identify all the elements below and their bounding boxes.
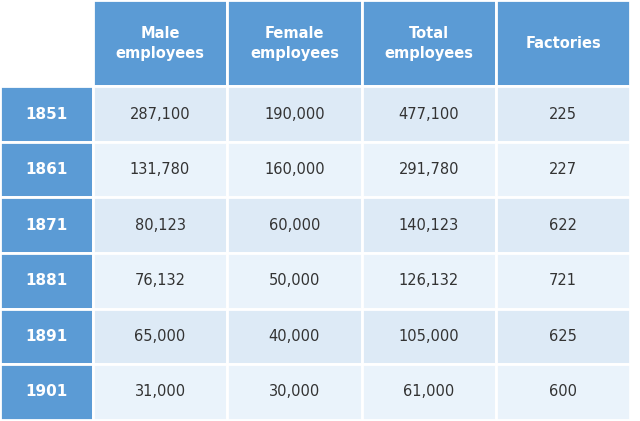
Bar — [0, 364, 93, 420]
Bar — [362, 197, 496, 253]
Text: 126,132: 126,132 — [399, 273, 459, 288]
Text: 131,780: 131,780 — [130, 162, 190, 177]
Bar — [362, 364, 496, 420]
Bar — [227, 309, 362, 364]
Bar — [496, 0, 630, 86]
Bar — [0, 86, 93, 142]
Bar — [0, 197, 93, 253]
Bar — [93, 253, 227, 309]
Bar — [0, 253, 93, 309]
Text: 1891: 1891 — [25, 329, 68, 344]
Bar — [0, 309, 93, 364]
Bar — [227, 364, 362, 420]
Text: 625: 625 — [549, 329, 577, 344]
Bar — [362, 86, 496, 142]
Bar — [0, 142, 93, 197]
Bar — [496, 86, 630, 142]
Text: 50,000: 50,000 — [269, 273, 320, 288]
Bar — [362, 253, 496, 309]
Text: Male
employees: Male employees — [115, 26, 205, 61]
Bar — [227, 86, 362, 142]
Text: Female
employees: Female employees — [250, 26, 339, 61]
Bar — [496, 309, 630, 364]
Bar — [93, 364, 227, 420]
Bar — [496, 142, 630, 197]
Bar — [93, 86, 227, 142]
Bar — [496, 197, 630, 253]
Text: 1851: 1851 — [25, 107, 68, 122]
Text: 227: 227 — [549, 162, 577, 177]
Text: 140,123: 140,123 — [399, 218, 459, 233]
Text: 291,780: 291,780 — [399, 162, 459, 177]
Bar — [496, 364, 630, 420]
Text: 65,000: 65,000 — [134, 329, 186, 344]
Text: 61,000: 61,000 — [403, 384, 454, 400]
Bar — [362, 0, 496, 86]
Text: Factories: Factories — [525, 36, 601, 51]
Text: 60,000: 60,000 — [269, 218, 320, 233]
Bar — [362, 309, 496, 364]
Bar — [496, 253, 630, 309]
Text: 190,000: 190,000 — [264, 107, 324, 122]
Text: 1871: 1871 — [25, 218, 68, 233]
Text: 721: 721 — [549, 273, 577, 288]
Bar — [93, 0, 227, 86]
Text: 105,000: 105,000 — [399, 329, 459, 344]
Bar — [0, 0, 93, 86]
Bar — [227, 142, 362, 197]
Text: 477,100: 477,100 — [399, 107, 459, 122]
Text: 30,000: 30,000 — [269, 384, 320, 400]
Bar — [362, 142, 496, 197]
Bar — [93, 142, 227, 197]
Text: 1881: 1881 — [25, 273, 68, 288]
Bar — [93, 309, 227, 364]
Text: 622: 622 — [549, 218, 577, 233]
Text: 40,000: 40,000 — [269, 329, 320, 344]
Bar — [227, 197, 362, 253]
Text: Total
employees: Total employees — [384, 26, 474, 61]
Text: 80,123: 80,123 — [134, 218, 186, 233]
Bar — [227, 0, 362, 86]
Text: 1861: 1861 — [25, 162, 68, 177]
Bar — [93, 197, 227, 253]
Bar — [227, 253, 362, 309]
Text: 225: 225 — [549, 107, 577, 122]
Text: 76,132: 76,132 — [134, 273, 186, 288]
Text: 287,100: 287,100 — [130, 107, 190, 122]
Text: 600: 600 — [549, 384, 577, 400]
Text: 31,000: 31,000 — [134, 384, 186, 400]
Text: 1901: 1901 — [25, 384, 68, 400]
Text: 160,000: 160,000 — [264, 162, 324, 177]
